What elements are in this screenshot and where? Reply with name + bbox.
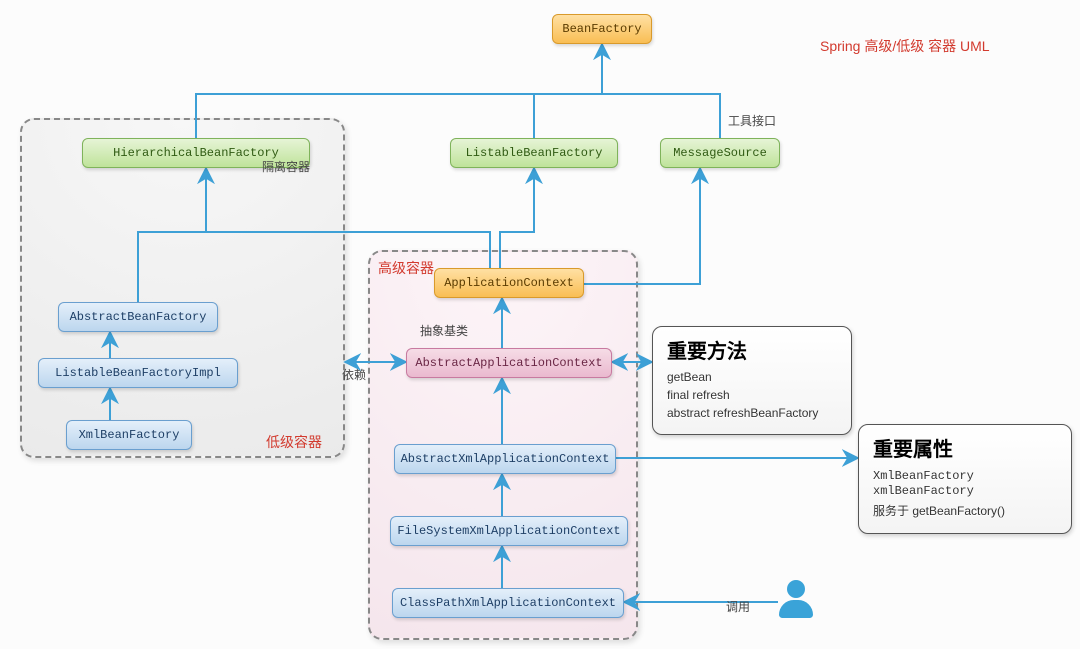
node-abstractxmlapplicationcontext: AbstractXmlApplicationContext: [394, 444, 616, 474]
note-text: XmlBeanFactory xmlBeanFactory: [873, 469, 974, 498]
label-depend: 依赖: [342, 366, 366, 383]
node-label: HierarchicalBeanFactory: [113, 146, 279, 160]
node-abstractbeanfactory: AbstractBeanFactory: [58, 302, 218, 332]
actor-icon: [778, 580, 814, 620]
label-low: 低级容器: [266, 432, 322, 452]
node-label: FileSystemXmlApplicationContext: [397, 524, 620, 538]
note-line: abstract refreshBeanFactory: [667, 406, 837, 420]
edge: [602, 94, 720, 138]
note-title: 重要方法: [667, 335, 837, 364]
note-line: getBean: [667, 370, 837, 384]
node-filesystemxmlapplicationcontext: FileSystemXmlApplicationContext: [390, 516, 628, 546]
node-label: ApplicationContext: [444, 276, 574, 290]
label-tool: 工具接口: [728, 112, 776, 129]
note-line: final refresh: [667, 388, 837, 402]
node-classpathxmlapplicationcontext: ClassPathXmlApplicationContext: [392, 588, 624, 618]
note-methods: 重要方法 getBean final refresh abstract refr…: [652, 326, 852, 435]
node-label: ListableBeanFactoryImpl: [55, 366, 221, 380]
node-abstractapplicationcontext: AbstractApplicationContext: [406, 348, 612, 378]
label-high: 高级容器: [378, 258, 434, 278]
node-label: AbstractXmlApplicationContext: [401, 452, 610, 466]
label-isolate: 隔离容器: [262, 158, 310, 175]
label-abstract: 抽象基类: [420, 322, 468, 339]
diagram-title: Spring 高级/低级 容器 UML: [820, 36, 990, 56]
node-label: ListableBeanFactory: [466, 146, 603, 160]
node-label: ClassPathXmlApplicationContext: [400, 596, 616, 610]
note-line: 服务于 getBeanFactory(): [873, 502, 1057, 519]
node-label: AbstractApplicationContext: [415, 356, 602, 370]
node-label: AbstractBeanFactory: [70, 310, 207, 324]
diagram-canvas: BeanFactory HierarchicalBeanFactory List…: [0, 0, 1080, 649]
node-label: BeanFactory: [562, 22, 641, 36]
node-messagesource: MessageSource: [660, 138, 780, 168]
node-listablebeanfactoryimpl: ListableBeanFactoryImpl: [38, 358, 238, 388]
node-listablebeanfactory: ListableBeanFactory: [450, 138, 618, 168]
node-beanfactory: BeanFactory: [552, 14, 652, 44]
note-text: 服务于 getBeanFactory(): [873, 504, 1005, 518]
node-xmlbeanfactory: XmlBeanFactory: [66, 420, 192, 450]
note-title: 重要属性: [873, 433, 1057, 462]
note-props: 重要属性 XmlBeanFactory xmlBeanFactory 服务于 g…: [858, 424, 1072, 534]
label-call: 调用: [726, 598, 750, 615]
node-label: MessageSource: [673, 146, 767, 160]
note-line: XmlBeanFactory xmlBeanFactory: [873, 468, 1057, 498]
node-label: XmlBeanFactory: [79, 428, 180, 442]
node-applicationcontext: ApplicationContext: [434, 268, 584, 298]
edge: [534, 94, 602, 138]
